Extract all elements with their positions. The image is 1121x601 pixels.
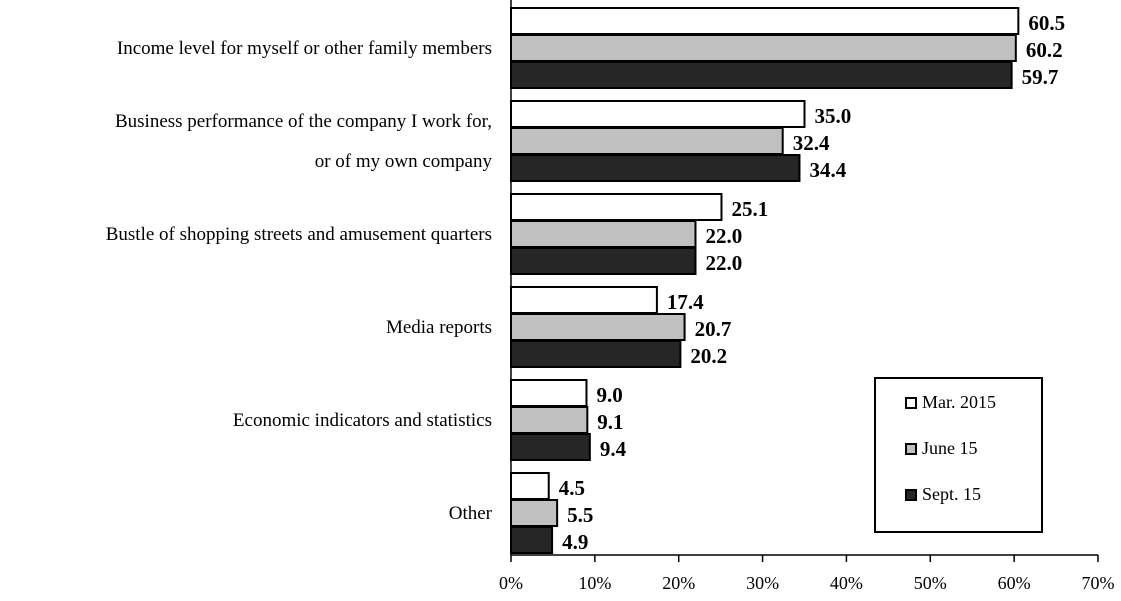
value-label: 59.7 bbox=[1022, 65, 1059, 89]
category-label: Business performance of the company I wo… bbox=[114, 110, 492, 172]
bar bbox=[510, 7, 1020, 35]
category-label: Economic indicators and statistics bbox=[232, 409, 492, 431]
bar bbox=[510, 61, 1013, 89]
legend-swatch bbox=[905, 397, 917, 409]
value-label: 22.0 bbox=[705, 251, 742, 275]
bar bbox=[510, 472, 550, 500]
value-label: 22.0 bbox=[705, 224, 742, 248]
value-label: 20.2 bbox=[690, 344, 727, 368]
bar bbox=[510, 100, 806, 128]
value-label: 34.4 bbox=[809, 158, 846, 182]
legend-label: June 15 bbox=[922, 438, 978, 458]
value-label: 5.5 bbox=[567, 503, 593, 527]
legend-swatch bbox=[905, 489, 917, 501]
category-label: Bustle of shopping streets and amusement… bbox=[105, 223, 492, 245]
value-label: 9.1 bbox=[597, 410, 623, 434]
value-label: 4.5 bbox=[559, 476, 585, 500]
bar bbox=[510, 340, 682, 368]
bar bbox=[510, 34, 1017, 62]
bar bbox=[510, 286, 658, 314]
x-tick-label: 60% bbox=[998, 573, 1031, 593]
value-label: 9.0 bbox=[596, 383, 622, 407]
bar bbox=[510, 433, 591, 461]
bar bbox=[510, 154, 801, 182]
x-tick-label: 0% bbox=[499, 573, 523, 593]
value-label: 9.4 bbox=[600, 437, 627, 461]
category-label: Media reports bbox=[385, 316, 492, 338]
bar bbox=[510, 406, 589, 434]
legend-box bbox=[874, 377, 1043, 533]
bar bbox=[510, 220, 697, 248]
legend-label: Sept. 15 bbox=[922, 484, 981, 504]
bar bbox=[510, 379, 588, 407]
category-label: Income level for myself or other family … bbox=[116, 37, 492, 59]
legend-swatch bbox=[905, 443, 917, 455]
value-label: 4.9 bbox=[562, 530, 588, 554]
value-label: 20.7 bbox=[695, 317, 732, 341]
x-tick-label: 40% bbox=[830, 573, 863, 593]
x-tick-label: 50% bbox=[914, 573, 947, 593]
x-tick-label: 20% bbox=[662, 573, 695, 593]
bar bbox=[510, 313, 686, 341]
bar bbox=[510, 127, 784, 155]
bar bbox=[510, 193, 723, 221]
value-label: 60.5 bbox=[1028, 11, 1065, 35]
x-tick-label: 30% bbox=[746, 573, 779, 593]
bar bbox=[510, 247, 697, 275]
value-label: 60.2 bbox=[1026, 38, 1063, 62]
bar bbox=[510, 499, 559, 527]
legend-label: Mar. 2015 bbox=[922, 392, 996, 412]
value-label: 25.1 bbox=[731, 197, 768, 221]
category-label: Other bbox=[448, 502, 492, 524]
x-tick-label: 70% bbox=[1082, 573, 1115, 593]
x-tick-label: 10% bbox=[578, 573, 611, 593]
bar bbox=[510, 526, 554, 554]
value-label: 32.4 bbox=[793, 131, 830, 155]
value-label: 17.4 bbox=[667, 290, 704, 314]
value-label: 35.0 bbox=[815, 104, 852, 128]
